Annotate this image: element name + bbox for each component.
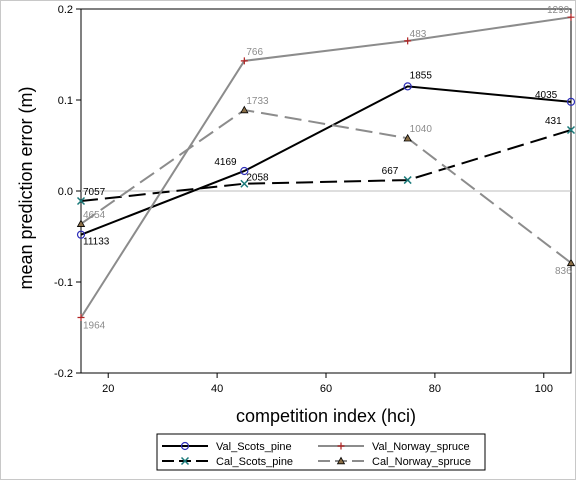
data-point — [403, 133, 412, 142]
data-point — [240, 105, 249, 114]
legend: Val_Scots_pine Cal_Scots_pine Val_Norway_s… — [156, 433, 486, 471]
data-point — [336, 456, 346, 465]
data-label: 1733 — [246, 96, 269, 107]
x-axis-title: competition index (hci) — [236, 406, 416, 426]
series-lines — [80, 16, 572, 319]
data-label: 836 — [555, 266, 572, 277]
data-label: 1964 — [83, 320, 106, 331]
data-label: 11133 — [83, 237, 110, 248]
y-tick-label: 0.1 — [58, 95, 73, 107]
y-tick-label: -0.2 — [54, 368, 73, 380]
data-label: 2058 — [246, 173, 269, 184]
data-point — [180, 441, 190, 451]
data-point — [566, 97, 576, 106]
data-label: 431 — [545, 116, 562, 127]
data-label: 4654 — [83, 210, 106, 221]
legend-label: Cal_Norway_spruce — [372, 456, 471, 468]
data-point — [77, 313, 85, 321]
series-markers — [76, 13, 576, 321]
y-tick-label: 0.2 — [58, 4, 73, 16]
data-label: 766 — [246, 47, 263, 58]
y-axis-title: mean prediction error (m) — [16, 86, 36, 289]
data-point — [567, 13, 575, 21]
legend-label: Cal_Scots_pine — [216, 456, 293, 468]
data-point — [566, 125, 576, 135]
data-point — [566, 258, 576, 267]
data-point — [240, 57, 248, 65]
series-line-val-norway-spruce — [80, 16, 572, 319]
data-label: 483 — [410, 29, 427, 40]
legend-label: Val_Scots_pine — [216, 441, 292, 453]
data-point — [76, 196, 86, 206]
data-point — [404, 37, 412, 45]
data-label: 4169 — [214, 157, 237, 168]
x-axis-ticks: 20 40 60 80 100 — [102, 373, 553, 395]
series-line-cal-scots-pine — [80, 129, 572, 203]
data-point — [76, 219, 86, 227]
data-point — [403, 82, 412, 91]
series-line-cal-norway-spruce — [80, 108, 572, 264]
data-label: 4035 — [535, 90, 558, 101]
data-point — [337, 442, 345, 450]
data-point — [76, 230, 86, 239]
data-label: 7057 — [83, 187, 106, 198]
data-labels: 11133 4169 1855 4035 7057 2058 667 431 1964 766 48… — [83, 5, 572, 331]
y-tick-label: 0.0 — [58, 186, 73, 198]
data-label: 667 — [382, 166, 399, 177]
data-point — [240, 166, 249, 176]
y-tick-label: -0.1 — [54, 277, 73, 289]
legend-label: Val_Norway_spruce — [372, 441, 470, 453]
x-tick-label: 100 — [535, 383, 553, 395]
x-tick-label: 80 — [429, 383, 441, 395]
x-tick-label: 60 — [320, 383, 332, 395]
data-label: 1855 — [410, 70, 433, 81]
data-point — [240, 179, 249, 188]
data-label: 1290 — [547, 5, 570, 16]
data-point — [180, 456, 190, 466]
legend-box — [156, 433, 486, 471]
data-point — [403, 176, 412, 185]
x-tick-label: 40 — [211, 383, 223, 395]
series-line-val-scots-pine — [80, 85, 572, 236]
x-tick-label: 20 — [102, 383, 114, 395]
y-axis-ticks: -0.2 -0.1 0.0 0.1 0.2 — [54, 4, 81, 380]
data-label: 1040 — [410, 124, 433, 135]
